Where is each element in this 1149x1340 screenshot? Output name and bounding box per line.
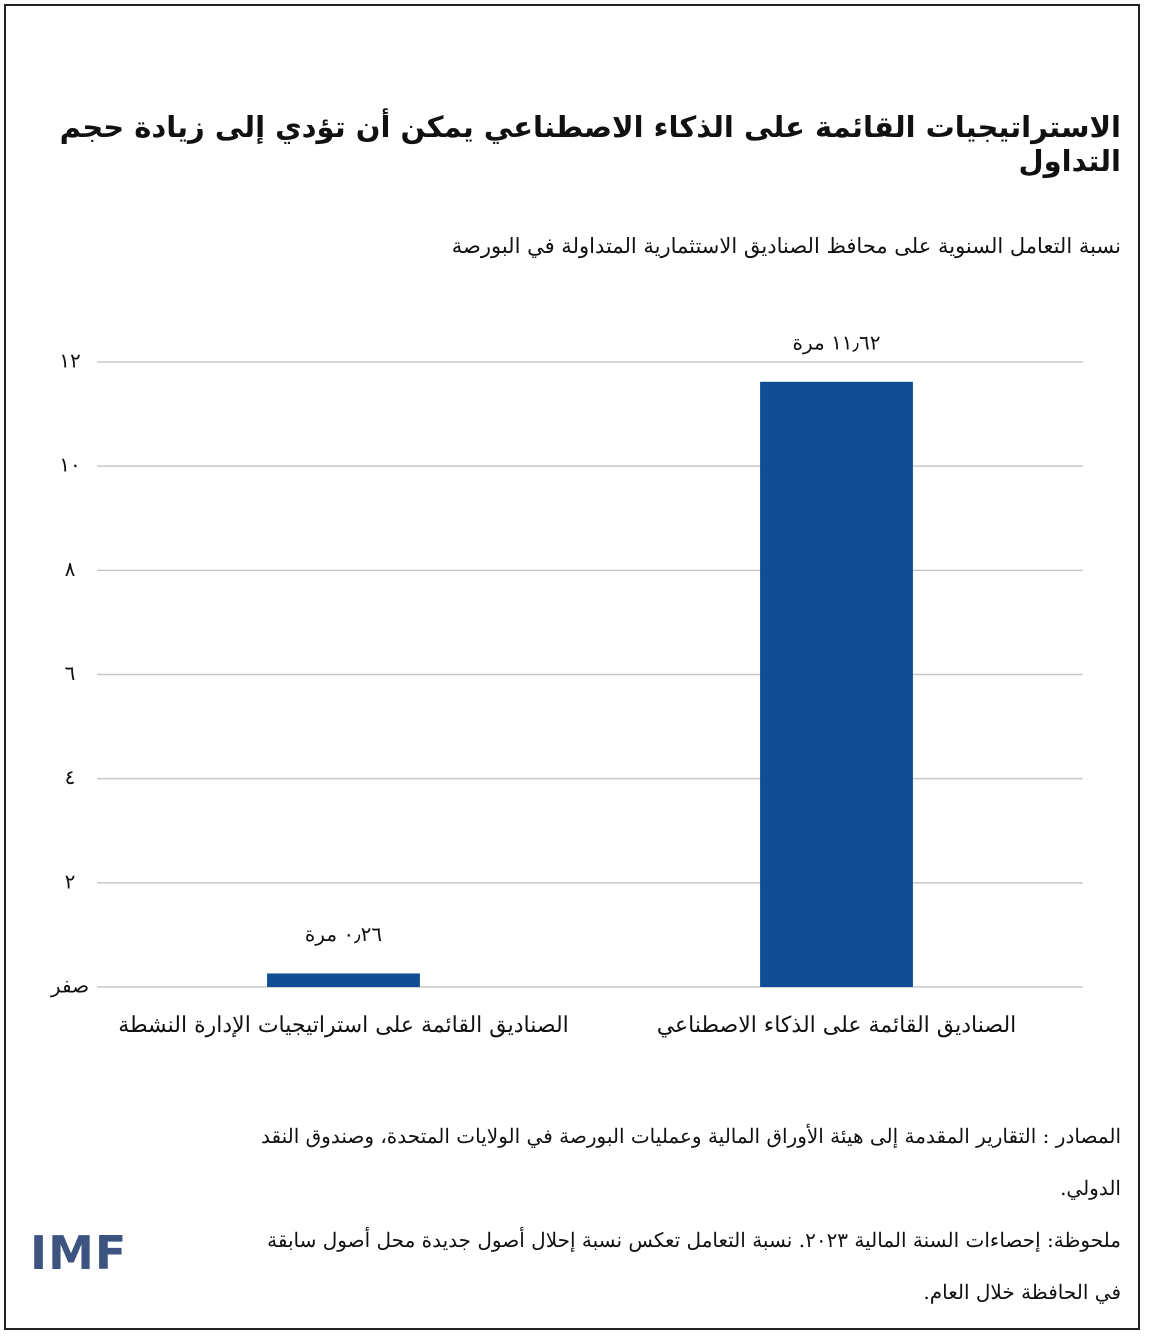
frame: [4, 4, 1140, 1330]
chart-title: الاستراتيجيات القائمة على الذكاء الاصطنا…: [59, 110, 1121, 178]
y-tick-label: ٨: [65, 557, 76, 581]
logo: IMF: [30, 1226, 128, 1280]
note: المصادر : التقارير المقدمة إلى هيئة الأو…: [260, 1124, 1121, 1200]
y-tick-label: صفر: [50, 974, 89, 998]
x-tick-label: الصناديق القائمة على الذكاء الاصطناعي: [657, 1013, 1017, 1038]
y-tick-label: ٦: [65, 661, 76, 685]
value-label: ٠٫٢٦ مرة: [305, 922, 382, 946]
x-tick-label: الصناديق القائمة على استراتيجيات الإدارة…: [118, 1013, 569, 1038]
y-tick-label: ٤: [65, 765, 76, 789]
y-tick-label: ١٠: [59, 453, 80, 477]
bar: [760, 381, 913, 988]
notes: المصادر : التقارير المقدمة إلى هيئة الأو…: [240, 1110, 1121, 1318]
y-tick-label: ١٢: [59, 349, 80, 373]
bar: [267, 973, 420, 987]
chart: صفر ٢ ٤ ٦ ٨ ١٠ ١٢ ١١٫٦٢ مرة الصناديق القائمة على…: [50, 330, 1083, 1038]
note: ملحوظة: إحصاءات السنة المالية ٢٠٢٣. نسبة…: [267, 1228, 1121, 1304]
value-label: ١١٫٦٢ مرة: [792, 330, 880, 354]
chart-subtitle: نسبة التعامل السنوية على محافظ الصناديق …: [451, 234, 1121, 258]
y-tick-label: ٢: [65, 869, 76, 893]
